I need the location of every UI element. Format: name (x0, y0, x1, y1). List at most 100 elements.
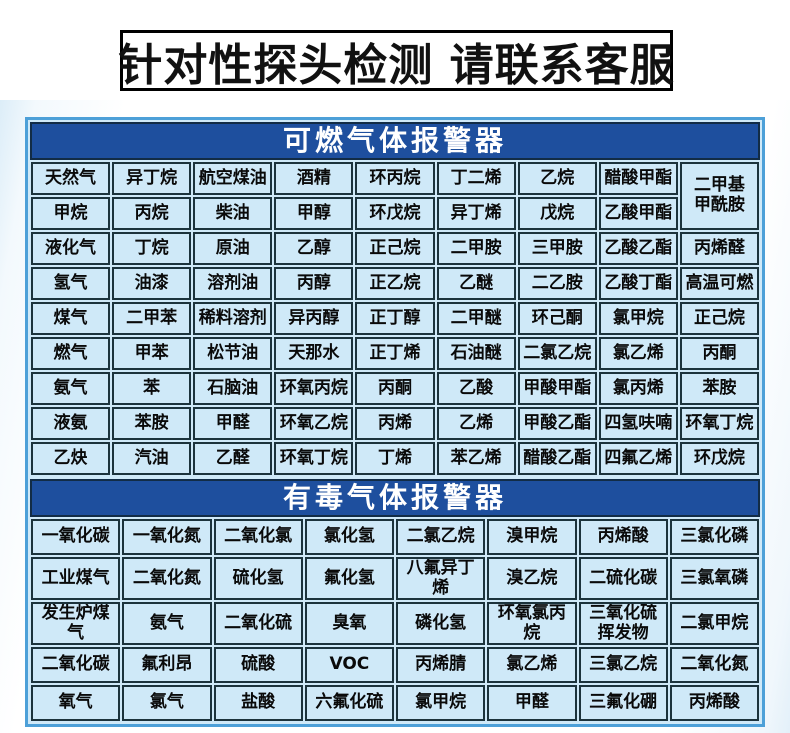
gas-cell: 六氟化硫 (304, 685, 394, 722)
gas-cell: 溴乙烷 (487, 557, 577, 601)
gas-cell: 三氯乙烷 (578, 647, 668, 684)
gas-cell: 异丁烷 (112, 162, 192, 195)
toxic-section-header: 有毒气体报警器 (30, 479, 760, 517)
gas-cell: 酒精 (274, 162, 354, 195)
gas-cell: 正丁烯 (355, 337, 435, 370)
gas-row: 工业煤气 二氧化氮 硫化氢 氟化氢 八氟异丁烯 溴乙烷 二硫化碳 三氯氧磷 (31, 557, 759, 601)
gas-cell: 乙醛 (193, 442, 273, 475)
gas-cell: 四氢呋喃 (598, 407, 678, 440)
gas-cell: 航空煤油 (193, 162, 273, 195)
gas-cell: 氯甲烷 (396, 685, 486, 722)
gas-cell: 丙酮 (355, 372, 435, 405)
gas-cell: 石脑油 (193, 372, 273, 405)
gas-cell: 正己烷 (679, 302, 759, 335)
gas-cell: 氯气 (122, 685, 212, 722)
gas-cell: 液氨 (31, 407, 111, 440)
gas-cell: 苯乙烯 (436, 442, 516, 475)
gas-row: 一氧化碳 一氧化氮 二氧化氯 氯化氢 二氯乙烷 溴甲烷 丙烯酸 三氯化磷 (31, 519, 759, 555)
gas-cell: 二氧化硫 (213, 602, 303, 646)
gas-cell: 丙酮 (679, 337, 759, 370)
gas-cell: 二氯乙烷 (396, 519, 486, 555)
gas-cell: 四氟乙烯 (598, 442, 678, 475)
gas-cell: 溴甲烷 (487, 519, 577, 555)
gas-cell: 丁烷 (112, 232, 192, 265)
gas-row: 氨气苯石脑油 环氧丙烷 丙酮 乙酸 甲酸甲酯 氯丙烯 苯胺 (31, 372, 759, 405)
gas-cell: 盐酸 (213, 685, 303, 722)
gas-cell: 磷化氢 (396, 602, 486, 646)
gas-cell: 氢气 (31, 267, 111, 300)
gas-cell: 二甲醚 (436, 302, 516, 335)
gas-cell: 三氯化磷 (669, 519, 759, 555)
gas-cell: 氟化氢 (304, 557, 394, 601)
gas-cell: 甲醇 (274, 197, 354, 230)
gas-cell: 环氧丁烷 (274, 442, 354, 475)
gas-cell: 丙烯酸 (669, 685, 759, 722)
gas-cell: 发生炉煤气 (31, 602, 121, 646)
gas-cell: 一氧化氮 (122, 519, 212, 555)
gas-cell: 氯乙烯 (487, 647, 577, 684)
gas-cell: 丁烯 (355, 442, 435, 475)
gas-cell: 二甲苯 (112, 302, 192, 335)
gas-cell: 乙酸丁酯 (598, 267, 678, 300)
gas-cell: 正丁醇 (355, 302, 435, 335)
gas-cell: 丙烯酸 (578, 519, 668, 555)
gas-cell: 正乙烷 (355, 267, 435, 300)
gas-cell: 液化气 (31, 232, 111, 265)
gas-cell: 环丙烷 (355, 162, 435, 195)
gas-cell: 甲苯 (112, 337, 192, 370)
gas-cell: 丙烷 (112, 197, 192, 230)
gas-cell: 丙醇 (274, 267, 354, 300)
gas-cell: 丙烯醛 (679, 232, 759, 265)
gas-cell: 石油醚 (436, 337, 516, 370)
gas-cell: 二氧化氮 (122, 557, 212, 601)
gas-cell: 乙炔 (31, 442, 111, 475)
gas-cell: 二氧化氯 (213, 519, 303, 555)
gas-cell: 三氟化硼 (578, 685, 668, 722)
gas-cell: 环氧丙烷 (274, 372, 354, 405)
gas-cell: 环氧氯丙烷 (487, 602, 577, 646)
gas-cell: 丙烯 (355, 407, 435, 440)
gas-cell: 燃气 (31, 337, 111, 370)
gas-row: 乙炔 汽油 乙醛 环氧丁烷 丁烯 苯乙烯 醋酸乙酯 四氟乙烯 环戊烷 (31, 442, 759, 475)
gas-cell: 乙醚 (436, 267, 516, 300)
gas-cell: 苯胺 (112, 407, 192, 440)
title-banner-text: 针对性探头检测 请联系客服 (118, 39, 675, 91)
gas-cell: 乙烷 (517, 162, 597, 195)
gas-cell: 异丙醇 (274, 302, 354, 335)
gas-cell: 环氧丁烷 (679, 407, 759, 440)
gas-row: 氧气 氯气 盐酸 六氟化硫 氯甲烷 甲醛 三氟化硼 丙烯酸 (31, 685, 759, 722)
gas-cell: 异丁烯 (436, 197, 516, 230)
gas-tables-panel: 可燃气体报警器 天然气 异丁烷 航空煤油 酒精 环丙烷 丁二烯 乙烷 醋酸甲酯 二甲基 甲酰胺甲… (25, 117, 765, 728)
gas-cell: 氯甲烷 (598, 302, 678, 335)
gas-cell: 三氯氧磷 (669, 557, 759, 601)
gas-cell: 硫酸 (213, 647, 303, 684)
gas-cell: 醋酸乙酯 (517, 442, 597, 475)
gas-cell: 工业煤气 (31, 557, 121, 601)
gas-row: 甲烷 丙烷 柴油 甲醇 环戊烷 异丁烯 戊烷 乙酸甲酯 (31, 197, 759, 230)
gas-cell: 丙烯腈 (396, 647, 486, 684)
gas-cell: 天那水 (274, 337, 354, 370)
gas-cell: 二甲基 甲酰胺 (679, 162, 759, 230)
gas-cell: 天然气 (31, 162, 111, 195)
gas-cell: 戊烷 (517, 197, 597, 230)
toxic-gas-table: 一氧化碳 一氧化氮 二氧化氯 氯化氢 二氯乙烷 溴甲烷 丙烯酸 三氯化磷 工业煤气 二氧化氮 硫化氢… (29, 517, 761, 723)
gas-cell: 乙烯 (436, 407, 516, 440)
combustible-section-title: 可燃气体报警器 (282, 124, 507, 157)
gas-cell: 甲醛 (487, 685, 577, 722)
gas-cell: 三氧化硫 挥发物 (578, 602, 668, 646)
gas-cell: 二硫化碳 (578, 557, 668, 601)
gas-cell: 稀料溶剂 (193, 302, 273, 335)
gas-cell: 环氧乙烷 (274, 407, 354, 440)
gas-cell: 甲醛 (193, 407, 273, 440)
gas-cell: 氨气 (122, 602, 212, 646)
gas-cell: 汽油 (112, 442, 192, 475)
gas-cell: 硫化氢 (213, 557, 303, 601)
gas-cell: 二氧化碳 (31, 647, 121, 684)
gas-cell: 二乙胺 (517, 267, 597, 300)
gas-cell: 煤气 (31, 302, 111, 335)
gas-cell: 氟利昂 (122, 647, 212, 684)
gas-cell: 二氯乙烷 (517, 337, 597, 370)
gas-cell: 乙酸 (436, 372, 516, 405)
gas-cell: 正己烷 (355, 232, 435, 265)
gas-cell: VOC (304, 647, 394, 684)
